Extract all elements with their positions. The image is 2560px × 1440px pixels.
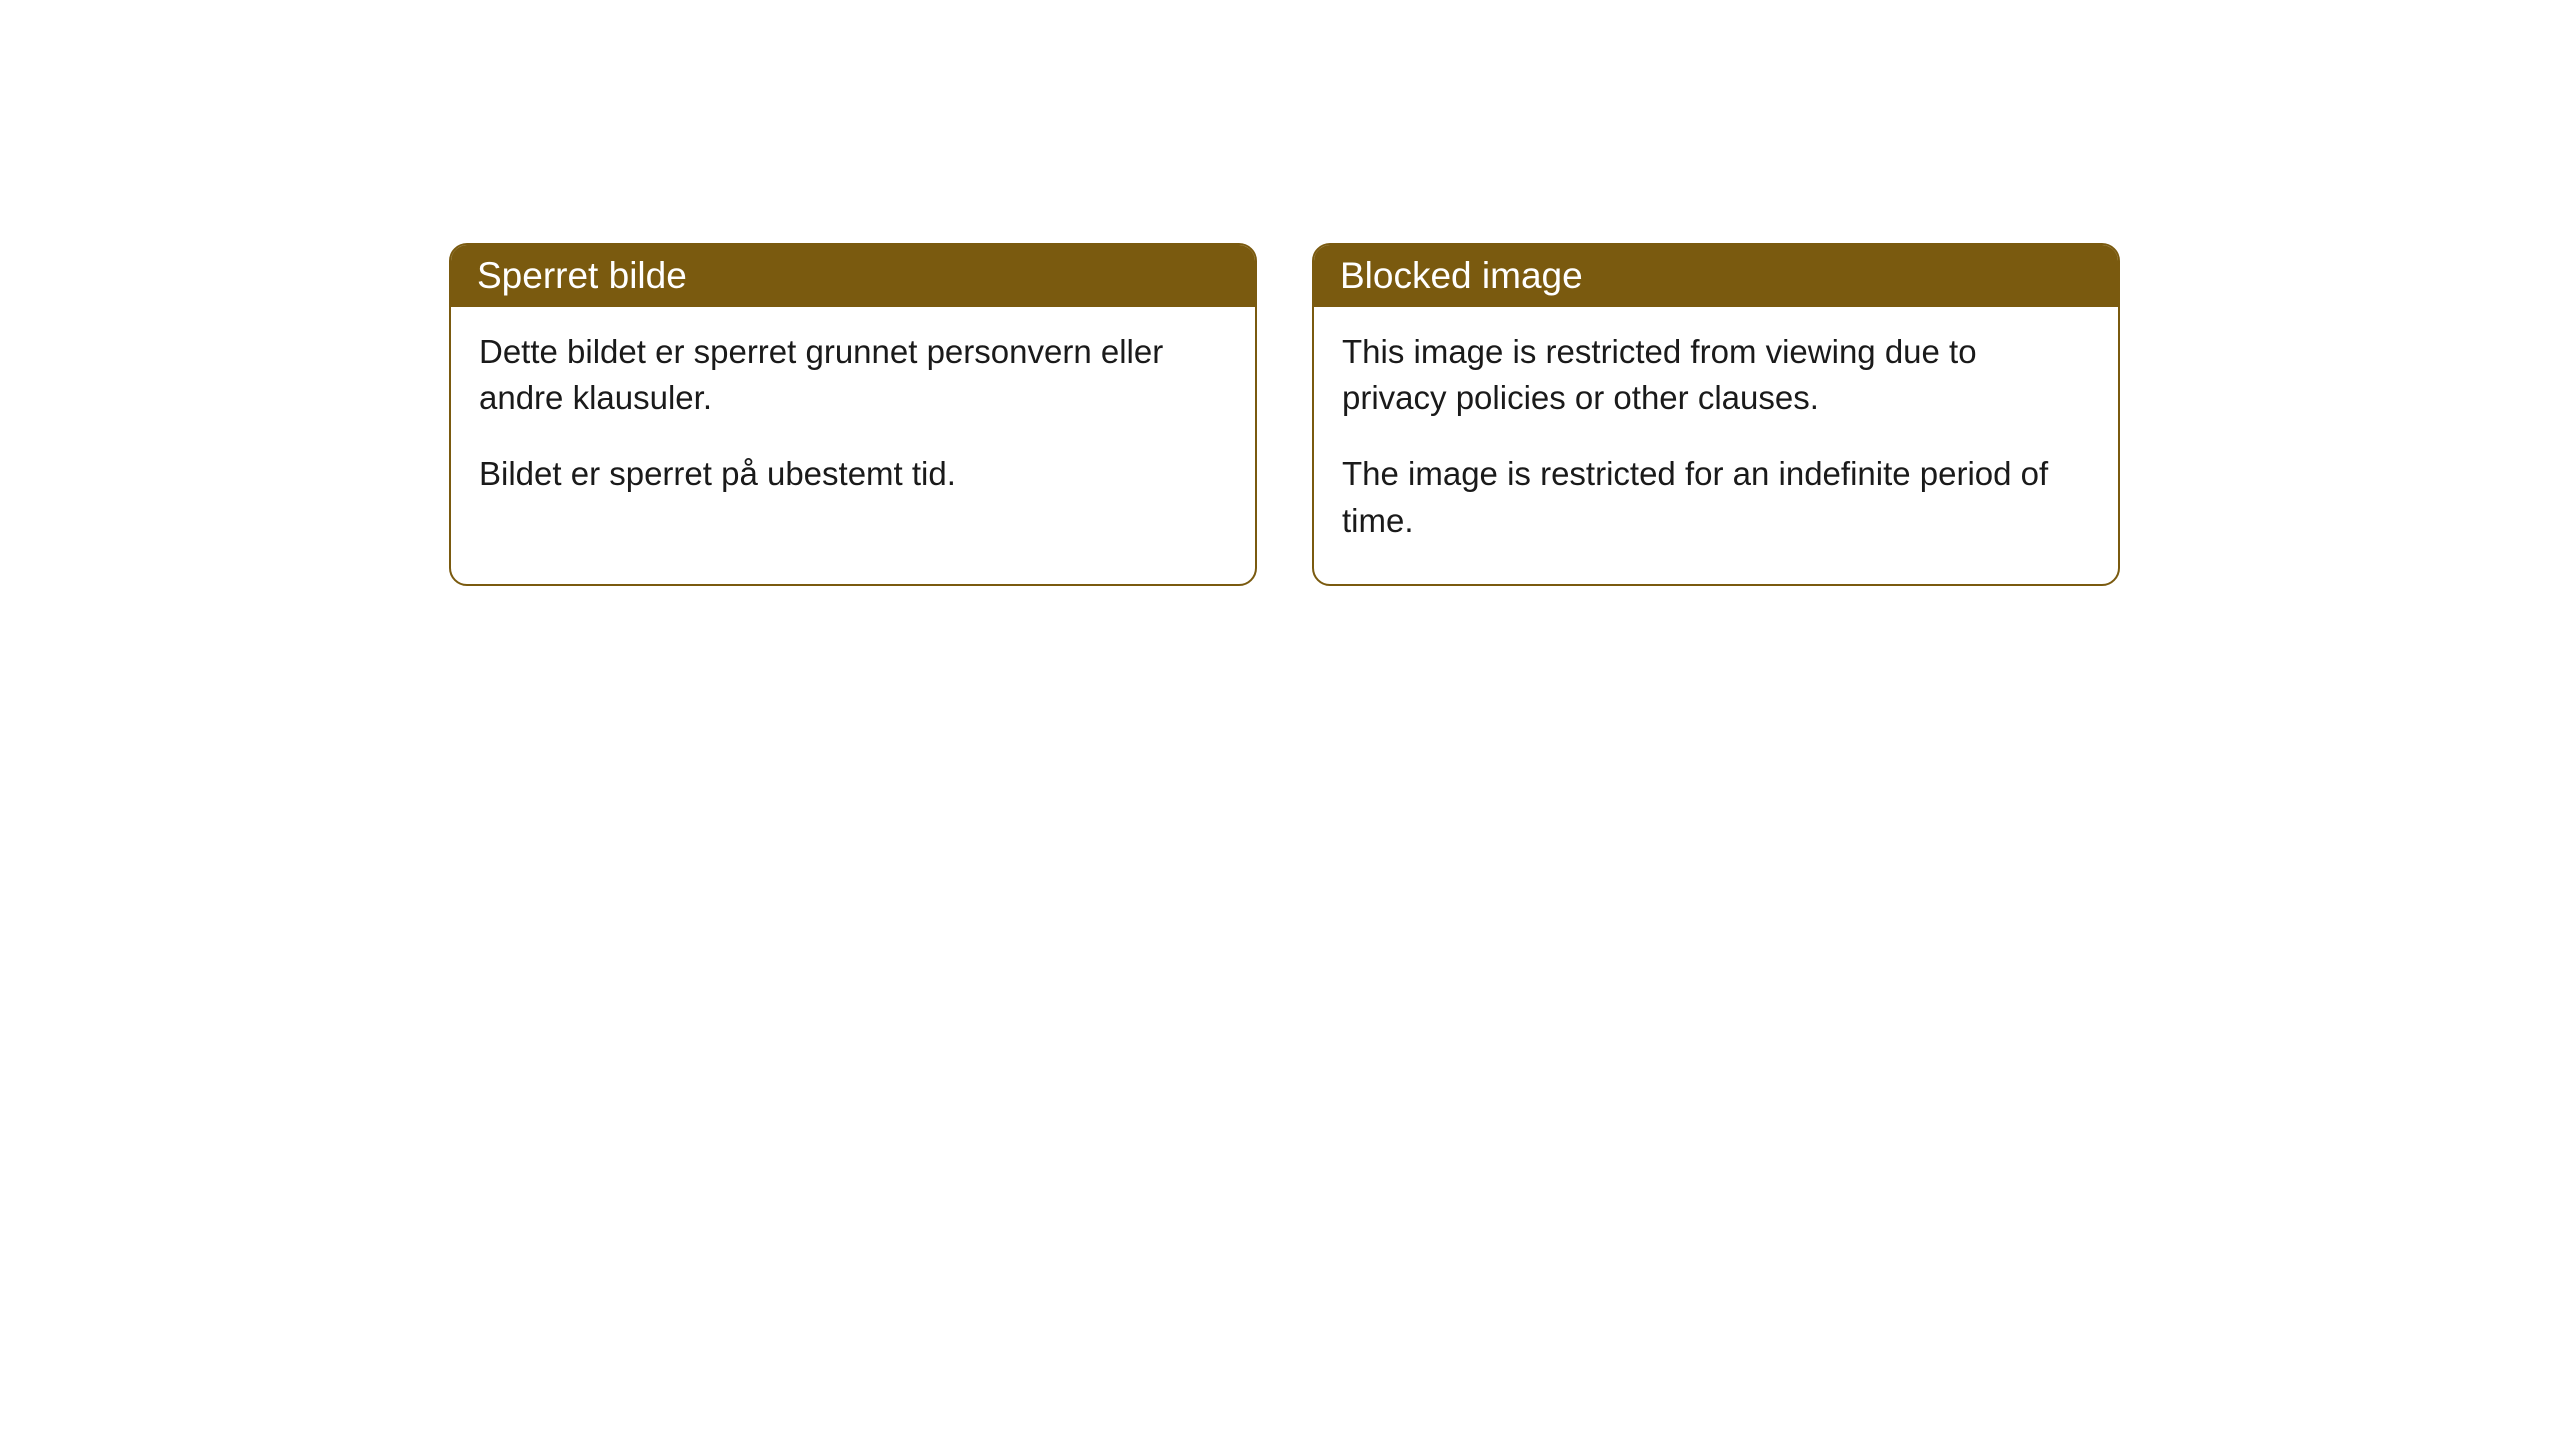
card-body-norwegian: Dette bildet er sperret grunnet personve… xyxy=(451,307,1255,538)
notice-cards-container: Sperret bilde Dette bildet er sperret gr… xyxy=(449,243,2120,586)
card-paragraph-english-2: The image is restricted for an indefinit… xyxy=(1342,451,2090,543)
card-title-english: Blocked image xyxy=(1340,255,1583,296)
card-body-english: This image is restricted from viewing du… xyxy=(1314,307,2118,584)
card-header-english: Blocked image xyxy=(1314,245,2118,307)
card-paragraph-english-1: This image is restricted from viewing du… xyxy=(1342,329,2090,421)
card-title-norwegian: Sperret bilde xyxy=(477,255,687,296)
card-paragraph-norwegian-1: Dette bildet er sperret grunnet personve… xyxy=(479,329,1227,421)
notice-card-norwegian: Sperret bilde Dette bildet er sperret gr… xyxy=(449,243,1257,586)
notice-card-english: Blocked image This image is restricted f… xyxy=(1312,243,2120,586)
card-header-norwegian: Sperret bilde xyxy=(451,245,1255,307)
card-paragraph-norwegian-2: Bildet er sperret på ubestemt tid. xyxy=(479,451,1227,497)
